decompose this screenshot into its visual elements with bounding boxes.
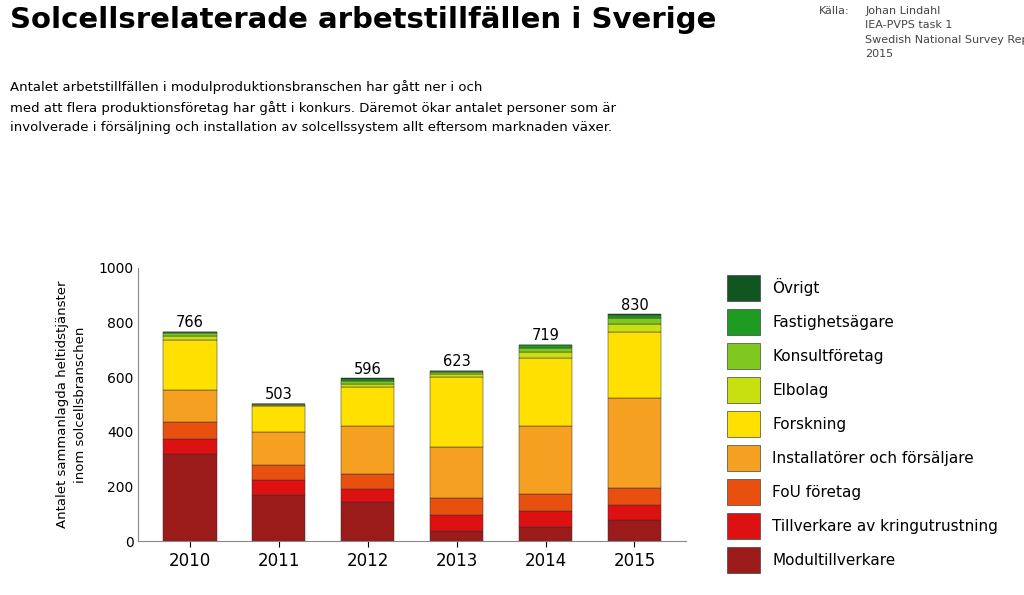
Bar xyxy=(163,439,216,454)
Bar xyxy=(163,340,216,390)
Bar xyxy=(519,345,572,347)
Bar xyxy=(430,377,483,447)
Text: med att flera produktionsföretag har gått i konkurs. Däremot ökar antalet person: med att flera produktionsföretag har gåt… xyxy=(10,101,616,114)
Bar xyxy=(341,381,394,384)
Legend: Övrigt, Fastighetsägare, Konsultföretag, Elbolag, Forskning, Installatörer och f: Övrigt, Fastighetsägare, Konsultföretag,… xyxy=(727,275,998,573)
Text: 766: 766 xyxy=(176,315,204,330)
Text: Antalet arbetstillfällen i modulproduktionsbranschen har gått ner i och: Antalet arbetstillfällen i modulprodukti… xyxy=(10,80,482,94)
Bar xyxy=(252,432,305,465)
Bar xyxy=(430,374,483,377)
Bar xyxy=(341,387,394,427)
Bar xyxy=(608,488,662,505)
Bar xyxy=(341,379,394,381)
Bar xyxy=(430,371,483,372)
Text: 503: 503 xyxy=(265,387,293,402)
Bar xyxy=(519,511,572,527)
Bar xyxy=(519,347,572,352)
Y-axis label: Antalet sammanlagda heltidstjänster
inom solcellsbranschen: Antalet sammanlagda heltidstjänster inom… xyxy=(56,281,87,528)
Bar xyxy=(519,352,572,358)
Bar xyxy=(430,531,483,541)
Bar xyxy=(163,454,216,541)
Text: 719: 719 xyxy=(531,328,559,343)
Bar xyxy=(252,406,305,432)
Bar xyxy=(341,384,394,387)
Bar xyxy=(163,422,216,439)
Bar xyxy=(608,397,662,488)
Bar xyxy=(163,390,216,422)
Bar xyxy=(252,495,305,541)
Text: involverade i försäljning och installation av solcellssystem allt eftersom markn: involverade i försäljning och installati… xyxy=(10,121,612,134)
Bar xyxy=(608,315,662,318)
Bar xyxy=(341,427,394,474)
Bar xyxy=(608,505,662,519)
Bar xyxy=(252,465,305,480)
Bar xyxy=(341,490,394,502)
Text: Johan Lindahl
IEA-PVPS task 1
Swedish National Survey Report
2015: Johan Lindahl IEA-PVPS task 1 Swedish Na… xyxy=(865,6,1024,59)
Bar xyxy=(608,519,662,541)
Bar xyxy=(430,515,483,531)
Text: Källa:: Källa: xyxy=(819,6,850,16)
Bar xyxy=(608,318,662,324)
Bar xyxy=(430,372,483,374)
Text: Solcellsrelaterade arbetstillfällen i Sverige: Solcellsrelaterade arbetstillfällen i Sv… xyxy=(10,6,717,34)
Bar xyxy=(163,333,216,336)
Bar xyxy=(608,332,662,397)
Bar xyxy=(252,480,305,495)
Text: 623: 623 xyxy=(442,354,470,369)
Text: 596: 596 xyxy=(354,362,382,377)
Bar xyxy=(519,493,572,511)
Bar xyxy=(519,358,572,425)
Bar xyxy=(608,324,662,332)
Text: 830: 830 xyxy=(621,298,648,312)
Bar xyxy=(430,447,483,497)
Bar xyxy=(341,502,394,541)
Bar xyxy=(519,425,572,493)
Bar xyxy=(163,336,216,340)
Bar xyxy=(519,527,572,541)
Bar xyxy=(430,497,483,515)
Bar xyxy=(341,474,394,490)
Bar xyxy=(252,405,305,406)
